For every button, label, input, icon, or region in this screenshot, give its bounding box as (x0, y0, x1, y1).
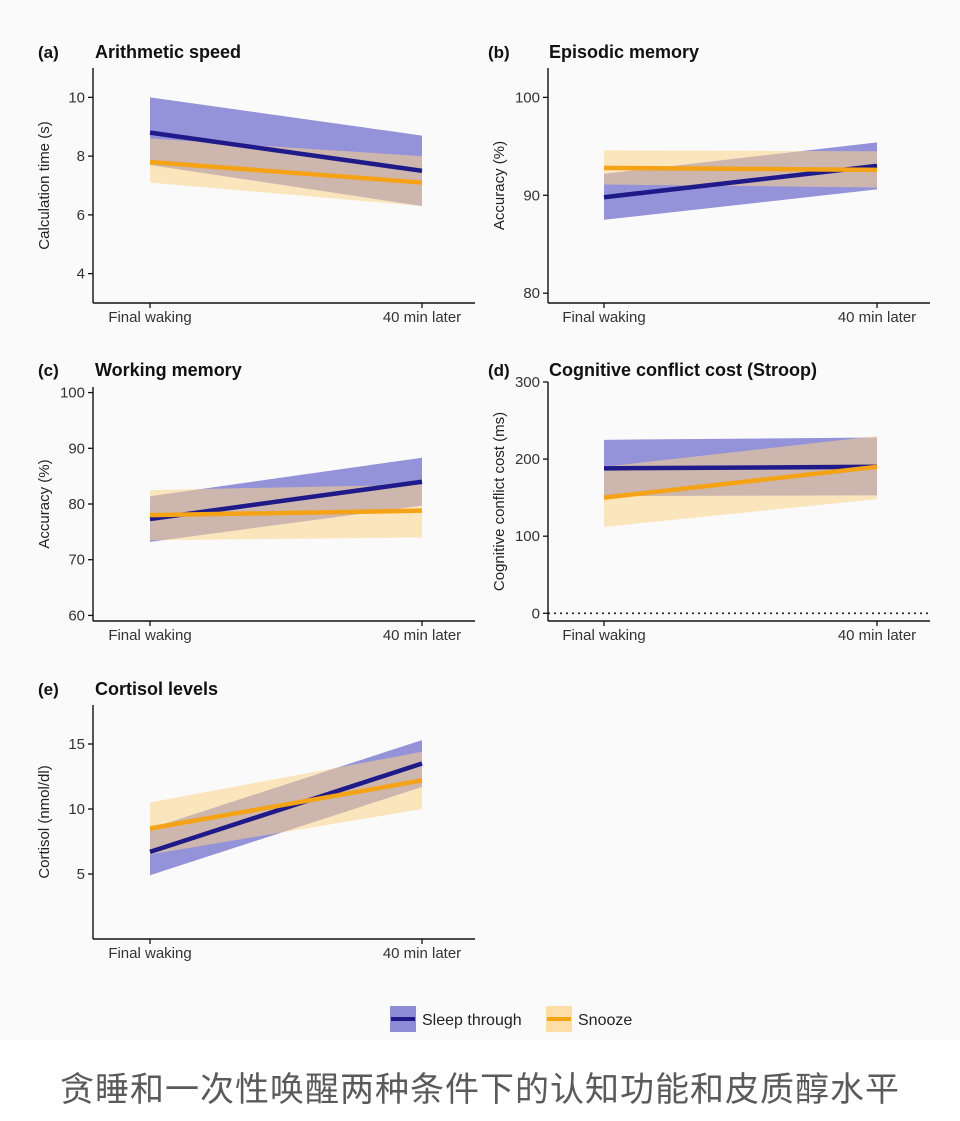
x-tick-label: 40 min later (383, 309, 461, 326)
y-axis-label: Accuracy (%) (491, 141, 508, 230)
y-tick-label: 70 (68, 552, 85, 569)
chart-canvas: (a) Arithmetic speed 4 6 8 10 Final waking 40 m… (36, 42, 930, 1032)
series-line-sleep-through (603, 464, 878, 471)
series-line-snooze (149, 508, 423, 518)
legend-label: Sleep through (422, 1012, 522, 1029)
chart-panel-4: (d) Cognitive conflict cost (Stroop) 0 100 2… (488, 360, 930, 644)
chart-panel-1: (a) Arithmetic speed 4 6 8 10 Final waking 40 m… (36, 42, 475, 326)
y-axis-label: Cognitive conflict cost (ms) (491, 412, 508, 591)
panel-letter: (d) (488, 361, 510, 380)
y-tick-label: 6 (77, 207, 85, 224)
y-tick-label: 100 (515, 89, 540, 106)
y-tick-label: 10 (68, 801, 85, 818)
legend-item: Snooze (546, 1006, 632, 1032)
x-tick-label: 40 min later (383, 627, 461, 644)
series-line-snooze (603, 464, 878, 500)
legend-item: Sleep through (390, 1006, 522, 1032)
panel-letter: (c) (38, 361, 59, 380)
y-axis-label: Cortisol (nmol/dl) (36, 765, 53, 878)
panel-letter: (a) (38, 43, 59, 62)
y-tick-label: 100 (60, 385, 85, 402)
y-tick-label: 300 (515, 374, 540, 391)
panel-title: Episodic memory (549, 42, 699, 62)
y-axis-label: Accuracy (%) (36, 459, 53, 548)
series-line-sleep-through (149, 130, 423, 174)
legend: Sleep through Snooze (390, 1006, 632, 1032)
y-tick-label: 5 (77, 866, 85, 883)
y-tick-label: 0 (532, 605, 540, 622)
panel-title: Arithmetic speed (95, 42, 241, 62)
x-tick-label: Final waking (108, 627, 191, 644)
y-tick-label: 8 (77, 148, 85, 165)
series-line-sleep-through (149, 761, 423, 855)
y-tick-label: 80 (523, 285, 540, 302)
y-tick-label: 10 (68, 89, 85, 106)
panel-letter: (e) (38, 680, 59, 699)
panel-title: Cognitive conflict cost (Stroop) (549, 360, 817, 380)
series-line-snooze (149, 778, 423, 831)
y-tick-label: 90 (523, 187, 540, 204)
panel-title: Working memory (95, 360, 242, 380)
panel-letter: (b) (488, 43, 510, 62)
panel-title: Cortisol levels (95, 679, 218, 699)
y-tick-label: 100 (515, 528, 540, 545)
y-axis-label: Calculation time (s) (36, 121, 53, 249)
y-tick-label: 80 (68, 496, 85, 513)
series-line-snooze (149, 159, 423, 185)
figure-caption: 贪睡和一次性唤醒两种条件下的认知功能和皮质醇水平 (60, 1070, 900, 1110)
series-line-snooze (603, 165, 878, 173)
chart-panel-2: (b) Episodic memory 80 90 100 Final waking 40 … (488, 42, 930, 326)
y-tick-label: 15 (68, 736, 85, 753)
y-tick-label: 200 (515, 451, 540, 468)
y-tick-label: 90 (68, 440, 85, 457)
x-tick-label: Final waking (562, 627, 645, 644)
y-tick-label: 60 (68, 607, 85, 624)
x-tick-label: 40 min later (838, 309, 916, 326)
x-tick-label: Final waking (108, 945, 191, 962)
x-tick-label: Final waking (108, 309, 191, 326)
y-tick-label: 4 (77, 266, 85, 283)
x-tick-label: Final waking (562, 309, 645, 326)
chart-panel-5: (e) Cortisol levels 5 10 15 Final waking 40 mi… (36, 679, 475, 962)
chart-panel-3: (c) Working memory 60 70 80 90 100 Final waking… (36, 360, 475, 644)
x-tick-label: 40 min later (383, 945, 461, 962)
x-tick-label: 40 min later (838, 627, 916, 644)
legend-label: Snooze (578, 1012, 632, 1029)
